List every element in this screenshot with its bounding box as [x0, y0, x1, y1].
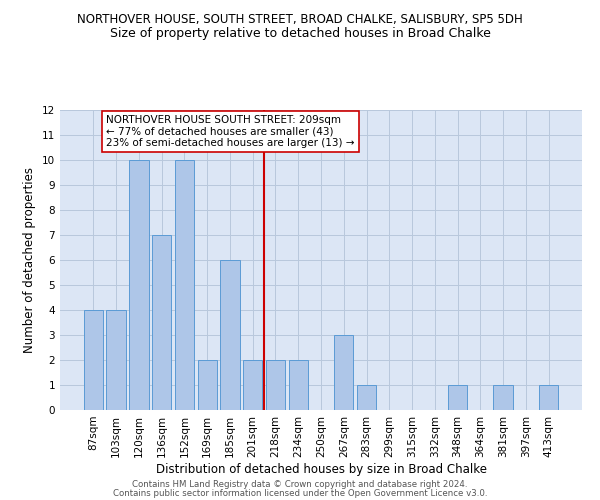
Text: NORTHOVER HOUSE SOUTH STREET: 209sqm
← 77% of detached houses are smaller (43)
2: NORTHOVER HOUSE SOUTH STREET: 209sqm ← 7…	[106, 115, 355, 148]
Bar	[175, 160, 194, 410]
Y-axis label: Number of detached properties: Number of detached properties	[23, 167, 37, 353]
Bar	[539, 385, 558, 410]
Bar	[220, 260, 239, 410]
X-axis label: Distribution of detached houses by size in Broad Chalke: Distribution of detached houses by size …	[155, 462, 487, 475]
Bar	[106, 310, 126, 410]
Bar	[84, 310, 103, 410]
Bar	[493, 385, 513, 410]
Bar	[243, 360, 262, 410]
Text: Size of property relative to detached houses in Broad Chalke: Size of property relative to detached ho…	[110, 28, 490, 40]
Bar	[197, 360, 217, 410]
Bar	[152, 235, 172, 410]
Bar	[266, 360, 285, 410]
Text: Contains public sector information licensed under the Open Government Licence v3: Contains public sector information licen…	[113, 490, 487, 498]
Text: NORTHOVER HOUSE, SOUTH STREET, BROAD CHALKE, SALISBURY, SP5 5DH: NORTHOVER HOUSE, SOUTH STREET, BROAD CHA…	[77, 12, 523, 26]
Bar	[129, 160, 149, 410]
Bar	[289, 360, 308, 410]
Bar	[357, 385, 376, 410]
Text: Contains HM Land Registry data © Crown copyright and database right 2024.: Contains HM Land Registry data © Crown c…	[132, 480, 468, 489]
Bar	[448, 385, 467, 410]
Bar	[334, 335, 353, 410]
